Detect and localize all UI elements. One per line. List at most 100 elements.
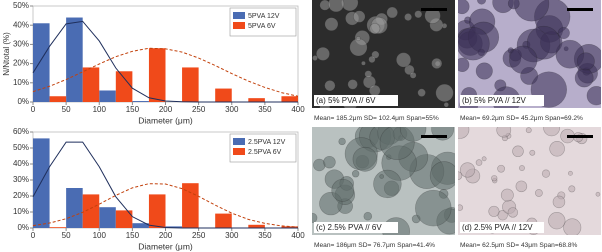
legend-swatch	[233, 138, 245, 145]
particle	[496, 127, 512, 138]
particle	[488, 205, 500, 217]
bar	[148, 194, 166, 228]
fit-curve	[32, 20, 298, 103]
x-tick-label: 400	[291, 231, 305, 240]
legend-swatch	[233, 148, 245, 155]
caption: (b) 5% PVA // 12V	[462, 96, 527, 105]
caption-box	[460, 95, 544, 106]
particle	[529, 149, 536, 156]
bar	[82, 194, 100, 228]
y-tick-label: 20%	[13, 191, 29, 200]
particle	[404, 64, 415, 76]
particle	[552, 195, 566, 209]
x-axis-label: Diameter (μm)	[138, 115, 193, 125]
particle	[347, 79, 358, 90]
particle	[477, 0, 487, 5]
particle	[355, 36, 361, 42]
x-tick-label: 100	[93, 231, 107, 240]
bar	[281, 96, 298, 102]
particle	[507, 0, 520, 10]
particle	[515, 180, 528, 193]
y-tick-label: 0%	[17, 97, 29, 106]
particle	[595, 191, 601, 197]
particle	[338, 137, 346, 146]
x-tick-label: 350	[258, 105, 272, 114]
x-tick-label: 0	[31, 105, 36, 114]
statistics: Mean= 185.2μm SD= 102.4μm Span=55%	[314, 115, 439, 122]
particle	[417, 88, 426, 97]
x-tick-label: 50	[62, 105, 71, 114]
particle	[363, 211, 373, 221]
particle	[379, 174, 384, 179]
particle	[414, 10, 423, 19]
particle	[525, 127, 532, 134]
caption-box	[314, 95, 398, 106]
y-tick-label: 40%	[13, 20, 29, 29]
statistics: Mean= 186μm SD= 76.7μm Span=41.4%	[314, 242, 435, 249]
bar	[132, 223, 149, 228]
x-tick-label: 250	[192, 231, 206, 240]
particle	[349, 38, 368, 57]
image-background	[458, 127, 601, 235]
x-tick-label: 200	[159, 231, 173, 240]
bar	[49, 227, 67, 228]
y-tick-label: 10%	[13, 78, 29, 87]
particle	[500, 188, 514, 202]
caption-box	[314, 222, 398, 233]
caption: (d) 2.5% PVA // 12V	[462, 223, 533, 232]
y-tick-label: 20%	[13, 59, 29, 68]
image-area	[458, 0, 601, 108]
particle	[316, 46, 330, 61]
x-tick-label: 150	[126, 105, 140, 114]
caption: (c) 2.5% PVA // 6V	[316, 223, 382, 232]
particle	[491, 175, 498, 182]
y-tick-label: 60%	[13, 127, 29, 136]
particle	[497, 164, 506, 173]
particle	[431, 57, 443, 69]
particle	[458, 57, 470, 73]
particle	[481, 156, 487, 162]
micrograph: (b) 5% PVA // 12V Mean= 69.2μm SD= 45.2μm…	[458, 0, 601, 122]
micrograph: (c) 2.5% PVA // 6V Mean= 186μm SD= 76.7μm…	[312, 127, 455, 249]
particle	[373, 169, 402, 199]
x-axis-label: Diameter (μm)	[138, 241, 193, 251]
x-tick-label: 150	[126, 231, 140, 240]
x-tick-label: 300	[225, 231, 239, 240]
particle	[443, 102, 449, 108]
particle	[429, 161, 455, 190]
particle	[497, 210, 508, 221]
particle	[415, 189, 452, 227]
particle	[509, 45, 538, 74]
particle	[548, 212, 566, 230]
particle	[399, 127, 427, 142]
particle	[328, 0, 345, 13]
particle	[458, 171, 463, 180]
particle	[312, 55, 318, 61]
particle	[526, 25, 561, 60]
fit-curve	[32, 141, 298, 229]
bar	[215, 88, 232, 102]
particle	[404, 13, 413, 22]
particle	[369, 23, 381, 34]
x-tick-label: 0	[31, 231, 36, 240]
particle	[353, 10, 366, 23]
bar	[281, 226, 298, 228]
x-tick-label: 400	[291, 105, 305, 114]
micrograph: (d) 2.5% PVA // 12V Mean= 62.5μm SD= 43μm…	[458, 127, 601, 249]
bar	[99, 90, 116, 102]
bar	[49, 96, 67, 102]
y-tick-label: 50%	[13, 143, 29, 152]
particle	[541, 169, 551, 178]
bar	[82, 67, 100, 102]
particle	[368, 55, 376, 64]
caption-box	[460, 222, 544, 233]
y-axis-label: N/Ntotal (%)	[2, 32, 11, 76]
particle	[568, 170, 573, 176]
x-tick-label: 250	[192, 105, 206, 114]
particle	[324, 80, 336, 92]
particle	[361, 60, 366, 66]
bar	[66, 188, 83, 228]
particle	[458, 0, 470, 15]
bar	[165, 226, 183, 228]
